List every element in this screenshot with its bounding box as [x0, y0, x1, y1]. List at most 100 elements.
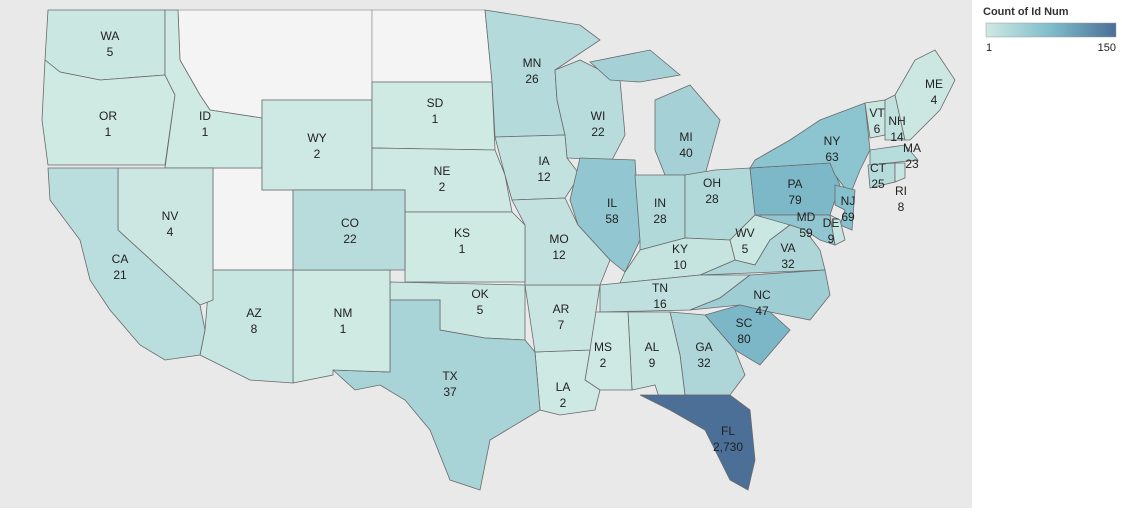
state-value: 1 [202, 125, 209, 139]
state-code: CO [341, 216, 359, 230]
state-value: 16 [653, 297, 667, 311]
state-code: GA [695, 340, 712, 354]
state-code: WA [101, 29, 120, 43]
state-value: 2 [560, 396, 567, 410]
state-code: TN [652, 281, 668, 295]
state-value: 12 [537, 170, 551, 184]
legend-max: 150 [1098, 42, 1116, 54]
state-code: WI [591, 109, 606, 123]
state-value: 63 [825, 150, 839, 164]
state-value: 28 [653, 212, 667, 226]
state [494, 134, 581, 201]
state-value: 5 [742, 242, 749, 256]
state-code: PA [787, 177, 802, 191]
state-code: MI [679, 130, 692, 144]
state [569, 157, 641, 273]
state-code: MS [594, 340, 612, 354]
state-value: 26 [525, 72, 539, 86]
state-code: AL [645, 340, 660, 354]
state [749, 102, 871, 196]
state-code: AZ [246, 306, 261, 320]
state [829, 214, 846, 246]
state-code: ID [199, 109, 211, 123]
state-value: 22 [343, 232, 357, 246]
state-value: 59 [799, 226, 813, 240]
state-value: 1 [340, 322, 347, 336]
state-value: 6 [874, 122, 881, 136]
state-value: 28 [705, 192, 719, 206]
state-value: 2 [439, 180, 446, 194]
state-code: IL [607, 196, 617, 210]
state-value: 14 [890, 130, 904, 144]
state [869, 144, 919, 166]
state-code: SD [427, 96, 444, 110]
state-code: NE [434, 164, 451, 178]
state-value: 12 [552, 248, 566, 262]
state [699, 224, 826, 276]
state-value: 32 [697, 356, 711, 370]
state-value: 32 [781, 257, 795, 271]
state [894, 49, 956, 141]
state-value: 22 [591, 125, 605, 139]
state-value: 1 [105, 125, 112, 139]
state-code: VT [869, 106, 885, 120]
state-value: 40 [679, 146, 693, 160]
state-code: OH [703, 176, 721, 190]
state-value: 1 [459, 242, 466, 256]
state-code: ME [925, 77, 943, 91]
states [41, 9, 956, 491]
state-code: MN [523, 56, 542, 70]
state-value: 5 [107, 45, 114, 59]
state-code: MD [797, 210, 816, 224]
state-code: LA [556, 380, 571, 394]
state-value: 47 [755, 304, 769, 318]
state-code: MA [903, 141, 921, 155]
state-code: KS [454, 226, 470, 240]
state-code: DE [823, 216, 840, 230]
state [44, 9, 166, 81]
state-code: NJ [841, 194, 856, 208]
state-code: OR [99, 109, 117, 123]
state-code: CT [870, 161, 887, 175]
state-code: KY [672, 242, 688, 256]
state-code: NH [888, 114, 905, 128]
state-value: 1 [432, 112, 439, 126]
state [894, 162, 906, 183]
state-code: WY [307, 131, 326, 145]
state-value: 69 [841, 210, 855, 224]
state-code: NM [334, 306, 353, 320]
state-value: 80 [737, 332, 751, 346]
state-code: IA [538, 154, 549, 168]
state-code: MO [549, 232, 568, 246]
state [292, 189, 406, 271]
state [331, 299, 541, 491]
legend-min: 1 [986, 42, 992, 54]
state-code: NV [162, 209, 179, 223]
state-no-data [371, 9, 493, 83]
state-value: 2,730 [713, 440, 743, 454]
state-code: NC [753, 288, 771, 302]
state-value: 7 [558, 318, 565, 332]
state-value: 9 [828, 232, 835, 246]
state-code: TX [442, 369, 457, 383]
state-value: 25 [871, 177, 885, 191]
state-value: 23 [905, 157, 919, 171]
state-code: NY [824, 134, 841, 148]
state-value: 58 [605, 212, 619, 226]
state-value: 8 [898, 200, 905, 214]
state-code: FL [721, 424, 735, 438]
state-value: 4 [931, 93, 938, 107]
state-code: RI [895, 184, 907, 198]
state-value: 10 [673, 258, 687, 272]
legend-ramp [985, 22, 1117, 38]
state-value: 8 [251, 322, 258, 336]
state-value: 9 [649, 356, 656, 370]
state-value: 5 [477, 303, 484, 317]
state-value: 21 [113, 268, 127, 282]
state-code: WV [735, 226, 754, 240]
state [47, 167, 206, 361]
state-code: SC [736, 316, 753, 330]
